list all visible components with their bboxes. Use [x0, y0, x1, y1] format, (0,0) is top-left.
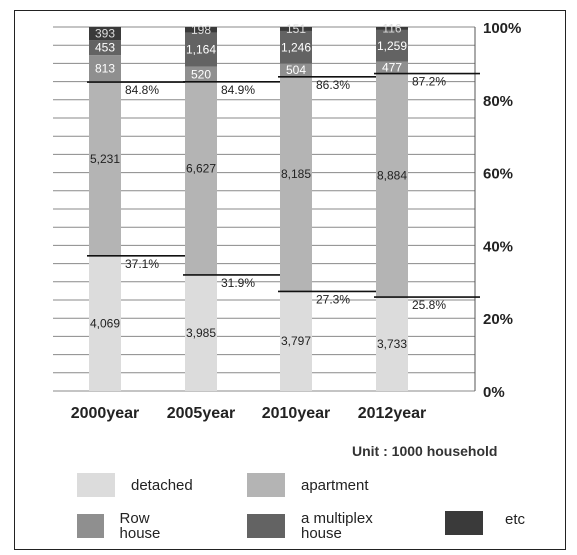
- bar-segment-apartment: [376, 73, 408, 298]
- data-label-multiplex: 1,246: [281, 40, 311, 54]
- legend-item-etc: etc: [445, 511, 525, 535]
- x-tick-label: 2012year: [358, 405, 427, 422]
- cumulative-label-detached: 27.3%: [316, 292, 350, 306]
- bar-segment-detached: [280, 291, 312, 391]
- legend-item-row-house: Row house: [77, 511, 172, 541]
- data-label-etc: 393: [95, 27, 115, 41]
- legend-swatch: [445, 511, 483, 535]
- data-label-row-house: 813: [95, 62, 115, 76]
- bar-segment-etc: [185, 27, 217, 33]
- legend-item-detached: detached: [77, 473, 193, 497]
- y-tick-label: 60%: [483, 166, 513, 183]
- cumulative-label-detached: 37.1%: [125, 257, 159, 271]
- legend-swatch: [247, 473, 285, 497]
- bar-segment-apartment: [89, 82, 121, 256]
- y-tick-label: 100%: [483, 20, 521, 37]
- data-label-row-house: 477: [382, 61, 402, 75]
- data-label-etc: 116: [382, 21, 401, 35]
- legend-swatch: [77, 514, 104, 538]
- legend-swatch: [77, 473, 115, 497]
- data-label-etc: 198: [191, 23, 211, 37]
- legend-label: Row house: [119, 510, 161, 542]
- cumulative-label-apartment: 87.2%: [412, 75, 446, 89]
- data-label-row-house: 520: [191, 67, 211, 81]
- chart-frame: 0% 20% 40% 60% 80% 100% 4,069 5,231 813 453 393 37.…: [14, 10, 566, 550]
- bar-segment-apartment: [185, 81, 217, 275]
- legend-item-a-multiplex-house: a multiplex house: [247, 511, 391, 541]
- bar-segment-a-multiplex-house: [280, 30, 312, 64]
- cumulative-label-apartment: 84.9%: [221, 83, 255, 97]
- legend-label: detached: [131, 476, 193, 494]
- legend-label: apartment: [301, 476, 369, 494]
- bar-segment-etc: [89, 27, 121, 41]
- bar-segment-row-house: [376, 61, 408, 74]
- y-tick-label: 80%: [483, 93, 513, 110]
- bar-segment-a-multiplex-house: [185, 32, 217, 67]
- legend-swatch: [247, 514, 285, 538]
- legend-label: etc: [505, 510, 526, 528]
- x-tick-label: 2010year: [262, 405, 331, 422]
- data-label-etc: 151: [286, 22, 306, 36]
- data-label-detached: 4,069: [90, 316, 120, 330]
- legend-label: a multiplex house: [301, 510, 373, 542]
- data-label-detached: 3,985: [186, 326, 216, 340]
- cumulative-label-apartment: 84.8%: [125, 83, 159, 97]
- unit-label: Unit : 1000 household: [352, 443, 498, 459]
- data-label-multiplex: 453: [95, 41, 115, 55]
- data-label-row-house: 504: [286, 63, 306, 77]
- data-label-multiplex: 1,164: [186, 43, 216, 57]
- bar-segment-a-multiplex-house: [89, 40, 121, 56]
- bar-segment-row-house: [280, 63, 312, 77]
- bar-segment-row-house: [185, 66, 217, 82]
- bar-segment-detached: [185, 274, 217, 391]
- data-label-apartment: 8,884: [377, 168, 407, 182]
- bar-segment-detached: [376, 297, 408, 391]
- x-tick-label: 2005year: [167, 405, 236, 422]
- data-label-multiplex: 1,259: [377, 39, 407, 53]
- data-label-detached: 3,733: [377, 337, 407, 351]
- bar-segment-detached: [89, 255, 121, 391]
- legend-item-apartment: apartment: [247, 473, 369, 497]
- y-tick-label: 0%: [483, 384, 505, 401]
- bar-segment-row-house: [89, 55, 121, 83]
- data-label-apartment: 5,231: [90, 152, 120, 166]
- cumulative-label-detached: 25.8%: [412, 298, 446, 312]
- bar-segment-etc: [280, 27, 312, 31]
- cumulative-label-detached: 31.9%: [221, 276, 255, 290]
- data-label-apartment: 8,185: [281, 167, 311, 181]
- data-label-apartment: 6,627: [186, 161, 216, 175]
- bar-segment-a-multiplex-house: [376, 29, 408, 62]
- y-tick-label: 20%: [483, 311, 513, 328]
- cumulative-label-apartment: 86.3%: [316, 78, 350, 92]
- y-tick-label: 40%: [483, 238, 513, 255]
- data-label-detached: 3,797: [281, 334, 311, 348]
- bar-segment-etc: [376, 27, 408, 30]
- x-tick-label: 2000year: [71, 405, 140, 422]
- bar-segment-apartment: [280, 76, 312, 292]
